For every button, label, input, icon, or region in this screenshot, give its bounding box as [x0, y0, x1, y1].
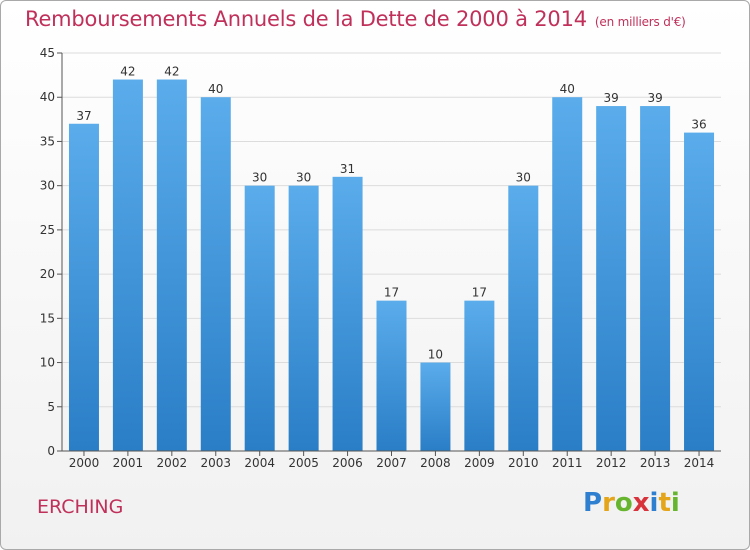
- commune-name: ERCHING: [37, 496, 124, 518]
- data-label: 30: [516, 171, 531, 185]
- x-tick-label: 2009: [464, 456, 495, 470]
- bar: [376, 300, 407, 451]
- x-tick-label: 2012: [596, 456, 627, 470]
- logo-letter: r: [602, 488, 615, 518]
- data-label: 31: [340, 162, 355, 176]
- data-label: 39: [604, 91, 619, 105]
- bar: [332, 176, 363, 452]
- x-tick-label: 2003: [200, 456, 231, 470]
- bar: [420, 362, 451, 451]
- x-tick-label: 2013: [640, 456, 671, 470]
- data-label: 10: [428, 348, 443, 362]
- x-tick-label: 2007: [376, 456, 407, 470]
- y-tick-label: 20: [40, 267, 55, 281]
- x-tick-label: 2002: [157, 456, 188, 470]
- bar: [552, 97, 583, 451]
- data-label: 30: [252, 171, 267, 185]
- logo-letter: x: [632, 488, 650, 518]
- chart-title: Remboursements Annuels de la Dette de 20…: [25, 7, 686, 31]
- y-tick-label: 45: [40, 46, 55, 60]
- x-tick-label: 2008: [420, 456, 451, 470]
- logo-letter: P: [583, 488, 603, 518]
- bar: [640, 106, 671, 452]
- x-tick-label: 2010: [508, 456, 539, 470]
- x-tick-label: 2005: [288, 456, 319, 470]
- proxiti-logo: Proxiti: [583, 488, 680, 518]
- x-tick-label: 2006: [332, 456, 363, 470]
- logo-letter: i: [649, 488, 659, 518]
- bar: [156, 79, 187, 452]
- data-label: 17: [472, 286, 487, 300]
- x-tick-label: 2000: [69, 456, 100, 470]
- bar: [200, 97, 231, 451]
- x-tick-label: 2011: [552, 456, 583, 470]
- data-label: 36: [691, 118, 706, 132]
- data-label: 40: [208, 82, 223, 96]
- x-tick-label: 2004: [244, 456, 275, 470]
- axes: 0 5 10 15 20 25 30 35 40 45 2000 2001 2002 2003 2004 20…: [40, 46, 721, 470]
- y-tick-label: 15: [40, 311, 55, 325]
- logo-letter: o: [614, 488, 633, 518]
- y-tick-label: 0: [47, 444, 55, 458]
- bar: [464, 300, 495, 451]
- bar: [68, 123, 99, 451]
- y-tick-label: 30: [40, 179, 55, 193]
- y-tick-label: 5: [47, 400, 55, 414]
- bar: [244, 185, 275, 451]
- data-label: 30: [296, 171, 311, 185]
- data-label: 39: [647, 91, 662, 105]
- unit-label: (en milliers d'€): [594, 15, 686, 29]
- bar: [112, 79, 143, 452]
- y-tick-label: 10: [40, 356, 55, 370]
- bar: [684, 132, 715, 451]
- x-tick-label: 2001: [113, 456, 144, 470]
- bar: [288, 185, 319, 451]
- data-label: 40: [560, 82, 575, 96]
- bar: [596, 106, 627, 452]
- y-tick-label: 25: [40, 223, 55, 237]
- data-label: 37: [76, 109, 91, 123]
- data-label: 42: [120, 65, 135, 79]
- y-tick-label: 35: [40, 134, 55, 148]
- data-labels: 37 42 42 40 30 30 31 17 10 17 30 40 39 39 36: [76, 65, 706, 362]
- data-label: 42: [164, 65, 179, 79]
- data-label: 17: [384, 286, 399, 300]
- bar: [508, 185, 539, 451]
- logo-letter: i: [670, 488, 680, 518]
- logo-letter: t: [658, 488, 671, 518]
- y-tick-label: 40: [40, 90, 55, 104]
- x-tick-label: 2014: [684, 456, 715, 470]
- bars: [68, 79, 715, 452]
- title-text: Remboursements Annuels de la Dette de 20…: [25, 7, 587, 31]
